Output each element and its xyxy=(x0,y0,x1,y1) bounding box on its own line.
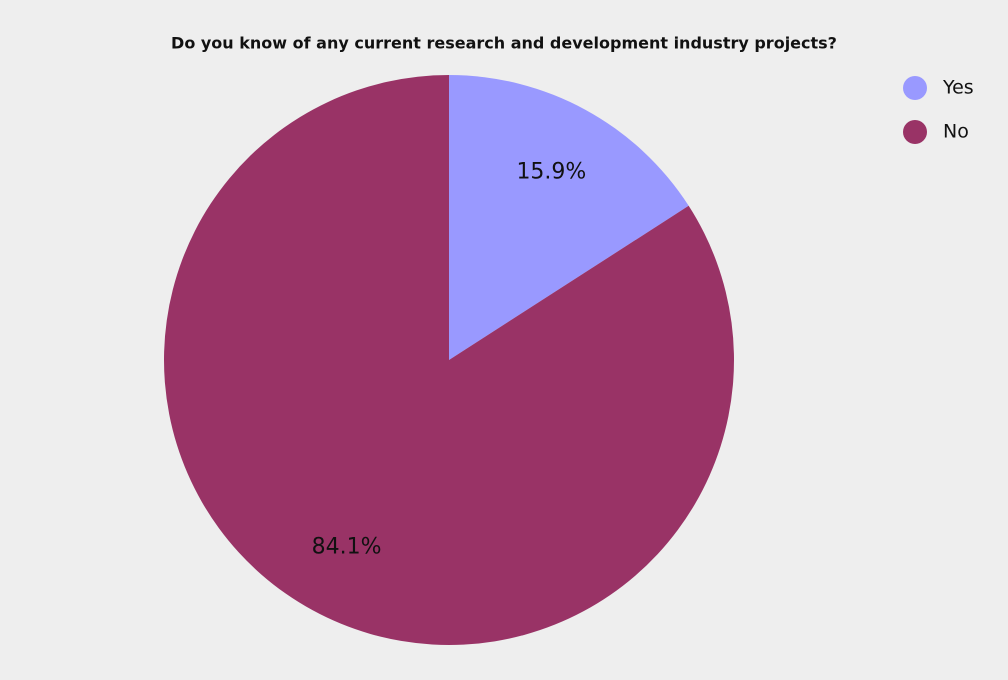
chart-title: Do you know of any current research and … xyxy=(171,34,837,53)
pie-slice xyxy=(449,75,689,360)
legend-swatch xyxy=(903,76,927,100)
pie-slice xyxy=(164,75,735,645)
data-label: 84.1% xyxy=(312,535,382,560)
legend-label: No xyxy=(943,121,969,143)
legend-label: Yes xyxy=(942,77,974,99)
legend-swatch xyxy=(903,120,927,144)
data-label: 15.9% xyxy=(516,159,586,184)
